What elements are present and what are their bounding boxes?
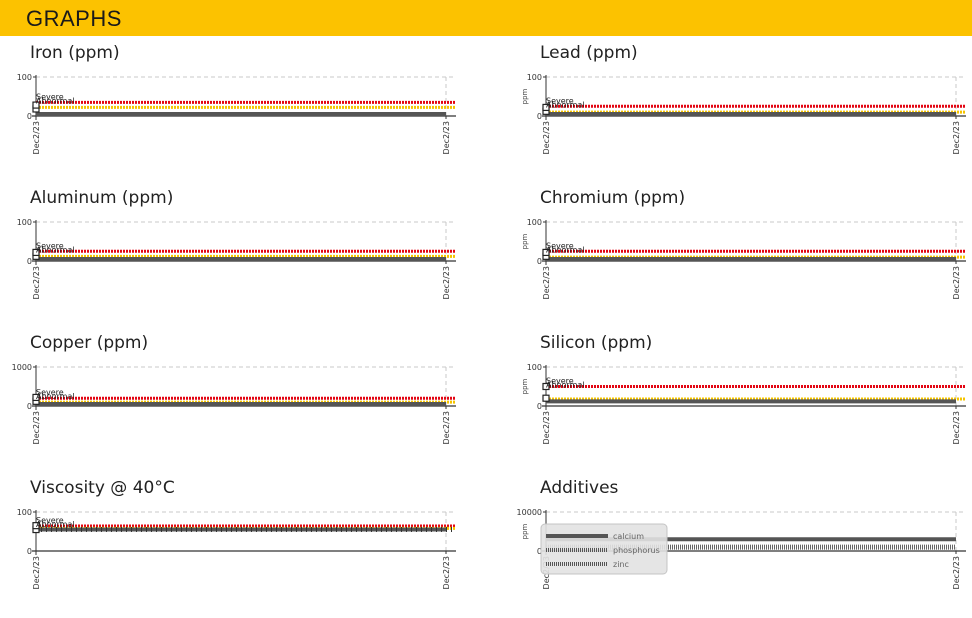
data-point: [542, 382, 550, 391]
y-tick-label: 0: [537, 402, 542, 411]
x-tick-label: Dec2/23: [442, 121, 451, 154]
data-point: [32, 248, 40, 257]
chart-iron: Iron (ppm) 100 0 Dec2/23 Dec2/23 Severe Abnor…: [0, 43, 470, 183]
chart-aluminum: Aluminum (ppm) 100 0 Dec2/23 Dec2/23 Severe A…: [0, 188, 470, 328]
data-point: [32, 393, 40, 402]
y-tick-label: 0: [537, 112, 542, 121]
y-tick-label: 100: [527, 363, 542, 372]
data-point: [542, 103, 550, 112]
graphs-header: GRAPHS: [0, 0, 972, 36]
chart-copper: Copper (ppm) 1000 0 Dec2/23 Dec2/23 Severe Ab…: [0, 333, 470, 473]
severe-label: Severe: [546, 96, 574, 105]
chart-title: Chromium (ppm): [540, 188, 686, 208]
y-axis-label: ppm: [521, 523, 529, 539]
x-tick-label: Dec2/23: [442, 556, 451, 589]
y-tick-label: 0: [27, 547, 32, 556]
chart-title: Aluminum (ppm): [30, 188, 174, 208]
data-point: [32, 101, 40, 109]
severe-label: Severe: [546, 241, 574, 250]
abnormal-label: Abnormal: [546, 245, 585, 254]
legend-label: phosphorus: [613, 546, 660, 555]
data-point: [542, 248, 550, 257]
x-tick-label: Dec2/23: [952, 411, 961, 444]
x-tick-label: Dec2/23: [32, 556, 41, 589]
chart-legend: calcium phosphorus zinc: [540, 523, 668, 575]
legend-label: calcium: [613, 532, 644, 541]
y-axis-label: ppm: [521, 378, 529, 394]
graphs-header-title: GRAPHS: [26, 6, 122, 31]
chart-title: Silicon (ppm): [540, 333, 653, 353]
y-tick-label: 100: [527, 218, 542, 227]
abnormal-label: Abnormal: [36, 245, 75, 254]
chart-title: Viscosity @ 40°C: [30, 478, 175, 498]
x-tick-label: Dec2/23: [32, 266, 41, 299]
abnormal-label: Abnormal: [36, 392, 75, 401]
y-tick-label: 0: [537, 257, 542, 266]
chart-title: Additives: [540, 478, 619, 498]
plot-additives: 100000ppmDec2/23Dec2/23calciumphosphorus…: [517, 508, 966, 589]
x-tick-label: Dec2/23: [952, 556, 961, 589]
chart-lead: Lead (ppm) 100 0 ppm Dec2/23 Dec2/23 Severe Ab…: [510, 43, 972, 183]
severe-label: Severe: [36, 388, 64, 397]
x-tick-label: Dec2/23: [952, 121, 961, 154]
abnormal-label: Abnormal: [36, 96, 75, 105]
data-point: [32, 522, 40, 530]
y-tick-label: 10000: [517, 508, 542, 517]
x-tick-label: Dec2/23: [542, 411, 551, 444]
y-tick-label: 100: [17, 73, 32, 82]
y-tick-label: 0: [27, 257, 32, 266]
chart-additives: Additives 100000ppmDec2/23Dec2/23calcium…: [510, 478, 972, 618]
abnormal-label: Abnormal: [546, 381, 585, 390]
y-tick-label: 100: [17, 218, 32, 227]
chart-silicon: Silicon (ppm) 100 0 ppm Dec2/23 Dec2/23 Sever…: [510, 333, 972, 473]
y-tick-label: 100: [17, 508, 32, 517]
severe-label: Severe: [36, 92, 64, 101]
abnormal-label: Abnormal: [546, 100, 585, 109]
severe-label: Severe: [546, 377, 574, 386]
y-axis-label: ppm: [521, 233, 529, 249]
legend-label: zinc: [613, 560, 629, 569]
x-tick-label: Dec2/23: [542, 266, 551, 299]
x-tick-label: Dec2/23: [32, 121, 41, 154]
x-tick-label: Dec2/23: [442, 411, 451, 444]
y-tick-label: 0: [537, 547, 542, 556]
y-tick-label: 0: [27, 112, 32, 121]
x-tick-label: Dec2/23: [442, 266, 451, 299]
x-tick-label: Dec2/23: [542, 121, 551, 154]
y-tick-label: 100: [527, 73, 542, 82]
y-axis-label: ppm: [521, 88, 529, 104]
chart-title: Iron (ppm): [30, 43, 120, 63]
y-tick-label: 1000: [12, 363, 32, 372]
y-tick-label: 0: [27, 402, 32, 411]
x-tick-label: Dec2/23: [952, 266, 961, 299]
severe-label: Severe: [36, 516, 64, 525]
chart-title: Lead (ppm): [540, 43, 638, 63]
chart-title: Copper (ppm): [30, 333, 149, 353]
abnormal-label: Abnormal: [36, 520, 75, 529]
chart-chromium: Chromium (ppm) 100 0 ppm Dec2/23 Dec2/23 Seve…: [510, 188, 972, 328]
severe-label: Severe: [36, 241, 64, 250]
x-tick-label: Dec2/23: [32, 411, 41, 444]
data-point: [542, 394, 550, 402]
chart-viscosity: Viscosity @ 40°C 100 0 Dec2/23 Dec2/23 Sever…: [0, 478, 470, 618]
